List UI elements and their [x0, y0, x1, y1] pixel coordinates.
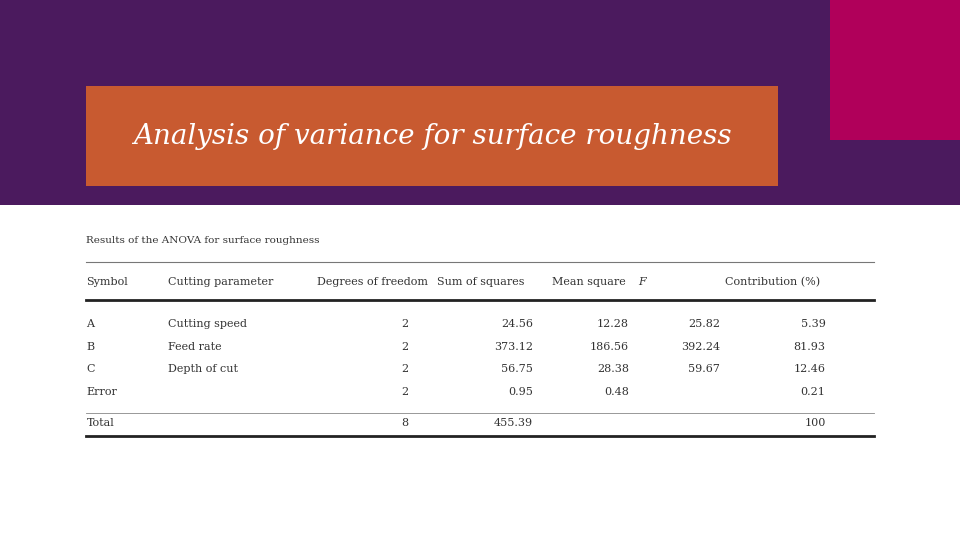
Text: 2: 2 [401, 387, 408, 397]
Text: Depth of cut: Depth of cut [168, 364, 238, 374]
Text: 2: 2 [401, 342, 408, 352]
Text: 25.82: 25.82 [688, 319, 720, 329]
Text: 8: 8 [401, 418, 408, 428]
Text: 2: 2 [401, 364, 408, 374]
Text: Cutting parameter: Cutting parameter [168, 277, 274, 287]
Text: Sum of squares: Sum of squares [437, 277, 524, 287]
Text: 5.39: 5.39 [801, 319, 826, 329]
Text: Error: Error [86, 387, 117, 397]
Text: 59.67: 59.67 [688, 364, 720, 374]
Text: 392.24: 392.24 [681, 342, 720, 352]
FancyBboxPatch shape [86, 86, 778, 186]
Text: F: F [638, 277, 646, 287]
Text: 28.38: 28.38 [597, 364, 629, 374]
Text: 186.56: 186.56 [589, 342, 629, 352]
Text: 2: 2 [401, 319, 408, 329]
Text: 373.12: 373.12 [493, 342, 533, 352]
Text: 81.93: 81.93 [794, 342, 826, 352]
Text: A: A [86, 319, 94, 329]
Text: Degrees of freedom: Degrees of freedom [317, 277, 428, 287]
Text: Contribution (%): Contribution (%) [725, 276, 820, 287]
Text: 100: 100 [804, 418, 826, 428]
Text: Feed rate: Feed rate [168, 342, 222, 352]
Text: 0.95: 0.95 [508, 387, 533, 397]
Text: 0.21: 0.21 [801, 387, 826, 397]
Text: Cutting speed: Cutting speed [168, 319, 247, 329]
Text: Analysis of variance for surface roughness: Analysis of variance for surface roughne… [132, 123, 732, 150]
Text: Results of the ANOVA for surface roughness: Results of the ANOVA for surface roughne… [86, 236, 320, 245]
Text: Total: Total [86, 418, 114, 428]
Text: Mean square: Mean square [552, 277, 626, 287]
Text: 12.28: 12.28 [597, 319, 629, 329]
Text: 56.75: 56.75 [501, 364, 533, 374]
Text: C: C [86, 364, 95, 374]
Text: 455.39: 455.39 [493, 418, 533, 428]
Text: 24.56: 24.56 [501, 319, 533, 329]
FancyBboxPatch shape [0, 0, 960, 205]
Text: B: B [86, 342, 94, 352]
Ellipse shape [0, 281, 960, 389]
Text: Symbol: Symbol [86, 277, 128, 287]
Text: 0.48: 0.48 [604, 387, 629, 397]
FancyBboxPatch shape [830, 0, 960, 140]
Text: 12.46: 12.46 [794, 364, 826, 374]
